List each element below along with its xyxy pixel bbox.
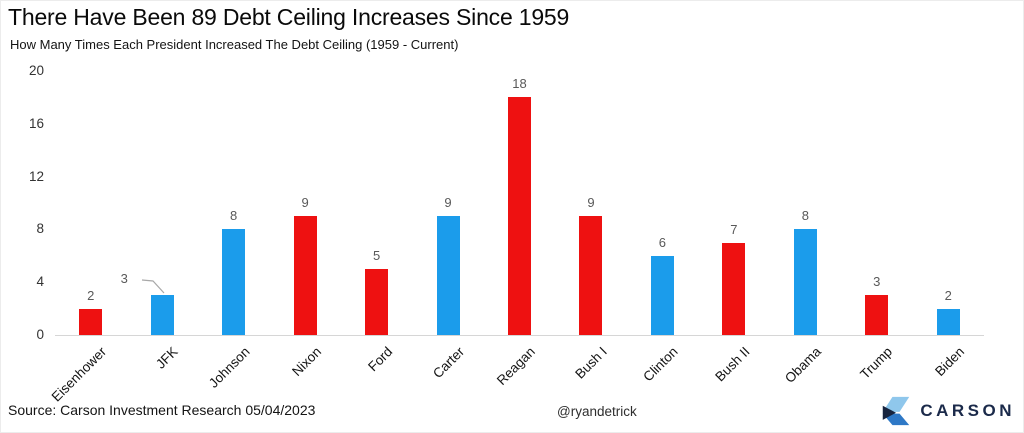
chart-subtitle: How Many Times Each President Increased … [10,37,459,52]
bar-bush-ii [722,242,746,335]
source-note: Source: Carson Investment Research 05/04… [8,402,316,418]
bar-value-label-obama: 8 [801,208,809,224]
y-axis-tick-label: 8 [36,221,44,237]
x-axis-label-jfk: JFK [153,344,181,372]
y-axis-tick-label: 16 [28,115,44,131]
x-axis-label-eisenhower: Eisenhower [48,344,110,405]
x-axis-label-johnson: Johnson [205,344,253,391]
x-axis-label-nixon: Nixon [288,344,324,380]
bar-value-label-reagan: 18 [512,76,527,92]
bar-value-label-carter: 9 [444,195,452,211]
twitter-handle: @ryandetrick [557,404,637,419]
x-axis-label-bush-i: Bush I [571,344,610,382]
bar-biden [936,308,960,335]
bar-value-label-johnson: 8 [230,208,238,224]
carson-logo: CARSON [881,393,1015,429]
bar-value-label-eisenhower: 2 [87,287,95,303]
bar-carter [436,216,460,335]
x-axis-label-clinton: Clinton [640,344,682,385]
x-axis-line [55,335,984,336]
x-axis-label-reagan: Reagan [494,344,539,389]
bar-obama [793,229,817,335]
bar-jfk [150,295,174,335]
bar-value-label-nixon: 9 [301,195,309,211]
bar-nixon [293,216,317,335]
carson-logo-text: CARSON [920,401,1015,420]
chart-title: There Have Been 89 Debt Ceiling Increase… [8,4,570,30]
bar-reagan [508,97,531,335]
bar-bush-i [579,216,603,335]
x-axis-label-carter: Carter [429,344,467,382]
bar-clinton [650,255,674,335]
x-axis-label-biden: Biden [931,344,967,380]
bar-ford [365,269,389,335]
bar-value-label-biden: 2 [944,287,952,303]
bar-value-label-jfk: 3 [120,271,128,287]
bar-value-label-clinton: 6 [658,234,667,250]
y-axis-tick-label: 4 [36,274,44,290]
carson-logo-icon [883,396,910,426]
bar-trump [865,295,889,335]
bar-value-label-bush-i: 9 [587,195,595,211]
y-axis-tick-label: 12 [28,168,44,184]
x-axis-label-obama: Obama [782,344,824,386]
bar-johnson [222,229,246,335]
x-axis-label-trump: Trump [857,344,896,382]
bar-value-label-trump: 3 [873,274,881,290]
bar-value-label-ford: 5 [372,248,381,263]
x-axis-label-bush-ii: Bush II [712,344,753,385]
bar-value-label-bush-ii: 7 [730,221,738,237]
y-axis-tick-label: 20 [28,63,44,78]
x-axis-label-ford: Ford [364,344,396,375]
value-label-leader-line [142,279,165,294]
y-axis-tick-label: 0 [36,327,44,342]
bar-eisenhower [79,308,103,335]
